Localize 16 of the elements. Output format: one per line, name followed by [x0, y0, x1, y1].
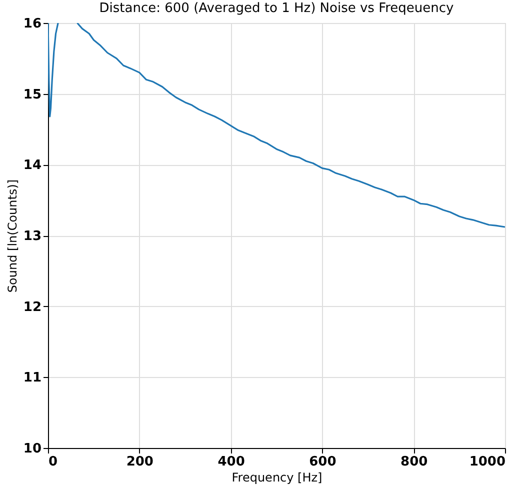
y-tick-label: 14 [23, 158, 42, 174]
y-tick-label: 10 [23, 442, 42, 456]
y-tick-label: 11 [23, 370, 42, 386]
chart-title: Distance: 600 (Averaged to 1 Hz) Noise vs Freqeuency [99, 1, 454, 16]
x-tick-label: 400 [218, 454, 245, 470]
y-tick-label: 15 [23, 87, 42, 102]
y-tick-label: 16 [23, 16, 42, 32]
x-tick-label: 200 [126, 454, 154, 470]
x-tick-label: 800 [400, 454, 428, 470]
x-tick-label: 0 [48, 454, 58, 470]
x-axis-title: Frequency [Hz] [232, 470, 322, 484]
x-tick-label: 600 [309, 454, 336, 470]
x-tick-label: 1000 [469, 454, 506, 470]
y-axis-title: Sound [ln(Counts)] [5, 179, 20, 293]
y-tick-label: 13 [23, 229, 42, 244]
y-tick-label: 12 [23, 300, 42, 315]
